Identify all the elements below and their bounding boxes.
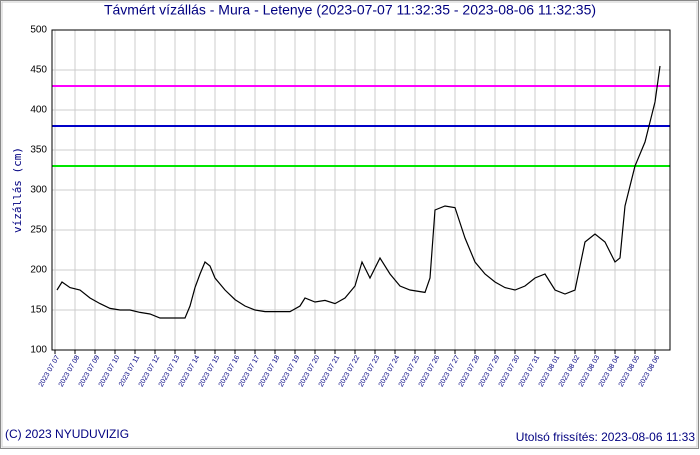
chart-title: Távmért vízállás - Mura - Letenye (2023-… bbox=[104, 2, 596, 18]
y-tick-label: 500 bbox=[30, 25, 47, 36]
y-tick-label: 150 bbox=[30, 305, 47, 316]
y-axis-label: vízállás (cm) bbox=[11, 147, 24, 233]
y-tick-label: 450 bbox=[30, 65, 47, 76]
frame-inner bbox=[1, 1, 698, 448]
y-tick-label: 200 bbox=[30, 265, 47, 276]
y-tick-label: 100 bbox=[30, 345, 47, 356]
footer-right: Utolsó frissítés: 2023-08-06 11:33 bbox=[516, 430, 696, 444]
footer-left: (C) 2023 NYUDUVIZIG bbox=[5, 427, 129, 441]
y-tick-label: 350 bbox=[30, 145, 47, 156]
plot-border bbox=[51, 29, 671, 351]
water-level-line bbox=[56, 65, 661, 319]
y-tick-label: 400 bbox=[30, 105, 47, 116]
y-tick-label: 300 bbox=[30, 185, 47, 196]
y-tick-label: 250 bbox=[30, 225, 47, 236]
